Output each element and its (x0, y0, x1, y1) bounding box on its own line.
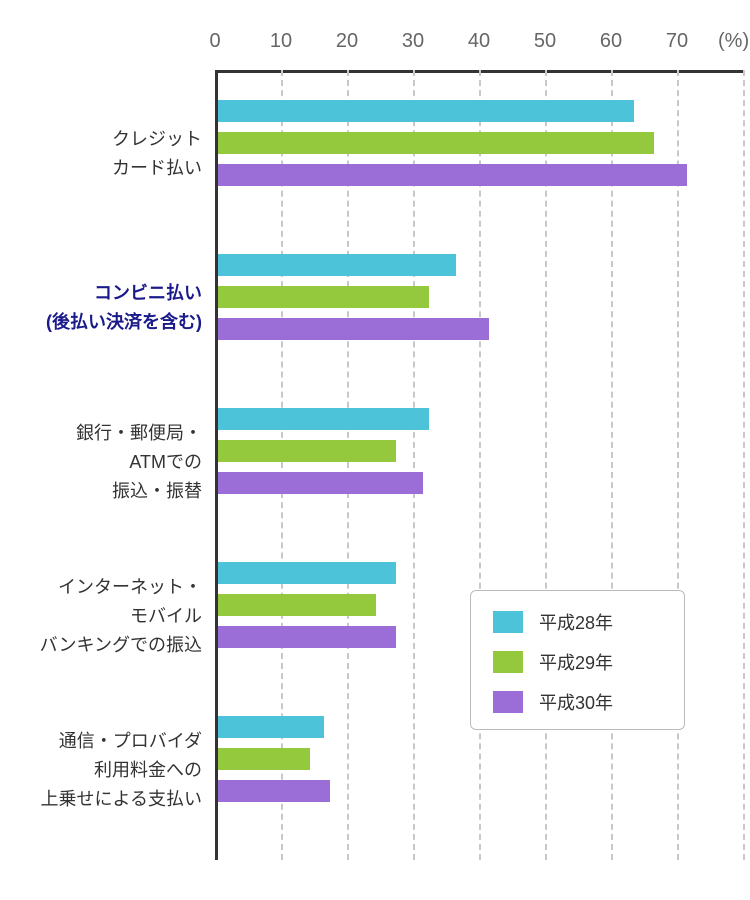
category-label: コンビニ払い(後払い決済を含む) (2, 279, 202, 337)
category-label-line: クレジット (2, 125, 202, 154)
category-label-line: カード払い (2, 154, 202, 183)
bar (218, 164, 687, 186)
legend-label: 平成29年 (539, 649, 613, 675)
x-tick-label: 70 (666, 30, 688, 53)
bar (218, 716, 324, 738)
x-tick-label: 60 (600, 30, 622, 53)
legend-item: 平成29年 (493, 649, 662, 675)
legend-label: 平成28年 (539, 609, 613, 635)
x-tick-label: 40 (468, 30, 490, 53)
legend-swatch (493, 611, 523, 633)
grid-line (413, 70, 415, 860)
bar (218, 286, 429, 308)
bar (218, 748, 310, 770)
bar (218, 562, 396, 584)
grid-line (479, 70, 481, 860)
bar (218, 594, 376, 616)
bar (218, 132, 654, 154)
category-label-line: 振込・振替 (2, 477, 202, 506)
legend-item: 平成30年 (493, 689, 662, 715)
x-tick-label: 0 (209, 30, 220, 53)
category-label-line: インターネット・ (2, 573, 202, 602)
legend-item: 平成28年 (493, 609, 662, 635)
legend-swatch (493, 651, 523, 673)
legend-swatch (493, 691, 523, 713)
bar (218, 254, 456, 276)
category-label-line: モバイル (2, 602, 202, 631)
bar (218, 626, 396, 648)
grid-line (545, 70, 547, 860)
category-label-line: (後払い決済を含む) (2, 308, 202, 337)
category-label-line: ATMでの (2, 448, 202, 477)
bar (218, 318, 489, 340)
grid-line (611, 70, 613, 860)
bar (218, 780, 330, 802)
grid-line (743, 70, 745, 860)
category-label: インターネット・モバイルバンキングでの振込 (2, 573, 202, 659)
bar (218, 100, 634, 122)
grid-line (281, 70, 283, 860)
bar (218, 440, 396, 462)
x-tick-label: 20 (336, 30, 358, 53)
legend: 平成28年平成29年平成30年 (470, 590, 685, 730)
category-label: クレジットカード払い (2, 125, 202, 183)
category-label-line: バンキングでの振込 (2, 631, 202, 660)
category-label-line: 通信・プロバイダ (2, 727, 202, 756)
category-label: 銀行・郵便局・ATMでの振込・振替 (2, 419, 202, 505)
bar (218, 472, 423, 494)
category-label-line: コンビニ払い (2, 279, 202, 308)
category-label-line: 利用料金への (2, 756, 202, 785)
y-axis-line (215, 70, 218, 860)
bar (218, 408, 429, 430)
category-label-line: 銀行・郵便局・ (2, 419, 202, 448)
x-axis-unit-label: (%) (718, 30, 749, 53)
grid-line (677, 70, 679, 860)
legend-label: 平成30年 (539, 689, 613, 715)
x-tick-label: 50 (534, 30, 556, 53)
category-label-line: 上乗せによる支払い (2, 785, 202, 814)
x-axis: 010203040506070(%) (215, 30, 750, 60)
x-tick-label: 30 (402, 30, 424, 53)
payment-method-bar-chart: 010203040506070(%) クレジットカード払いコンビニ払い(後払い決… (0, 0, 750, 900)
grid-line (347, 70, 349, 860)
x-tick-label: 10 (270, 30, 292, 53)
category-label: 通信・プロバイダ利用料金への上乗せによる支払い (2, 727, 202, 813)
